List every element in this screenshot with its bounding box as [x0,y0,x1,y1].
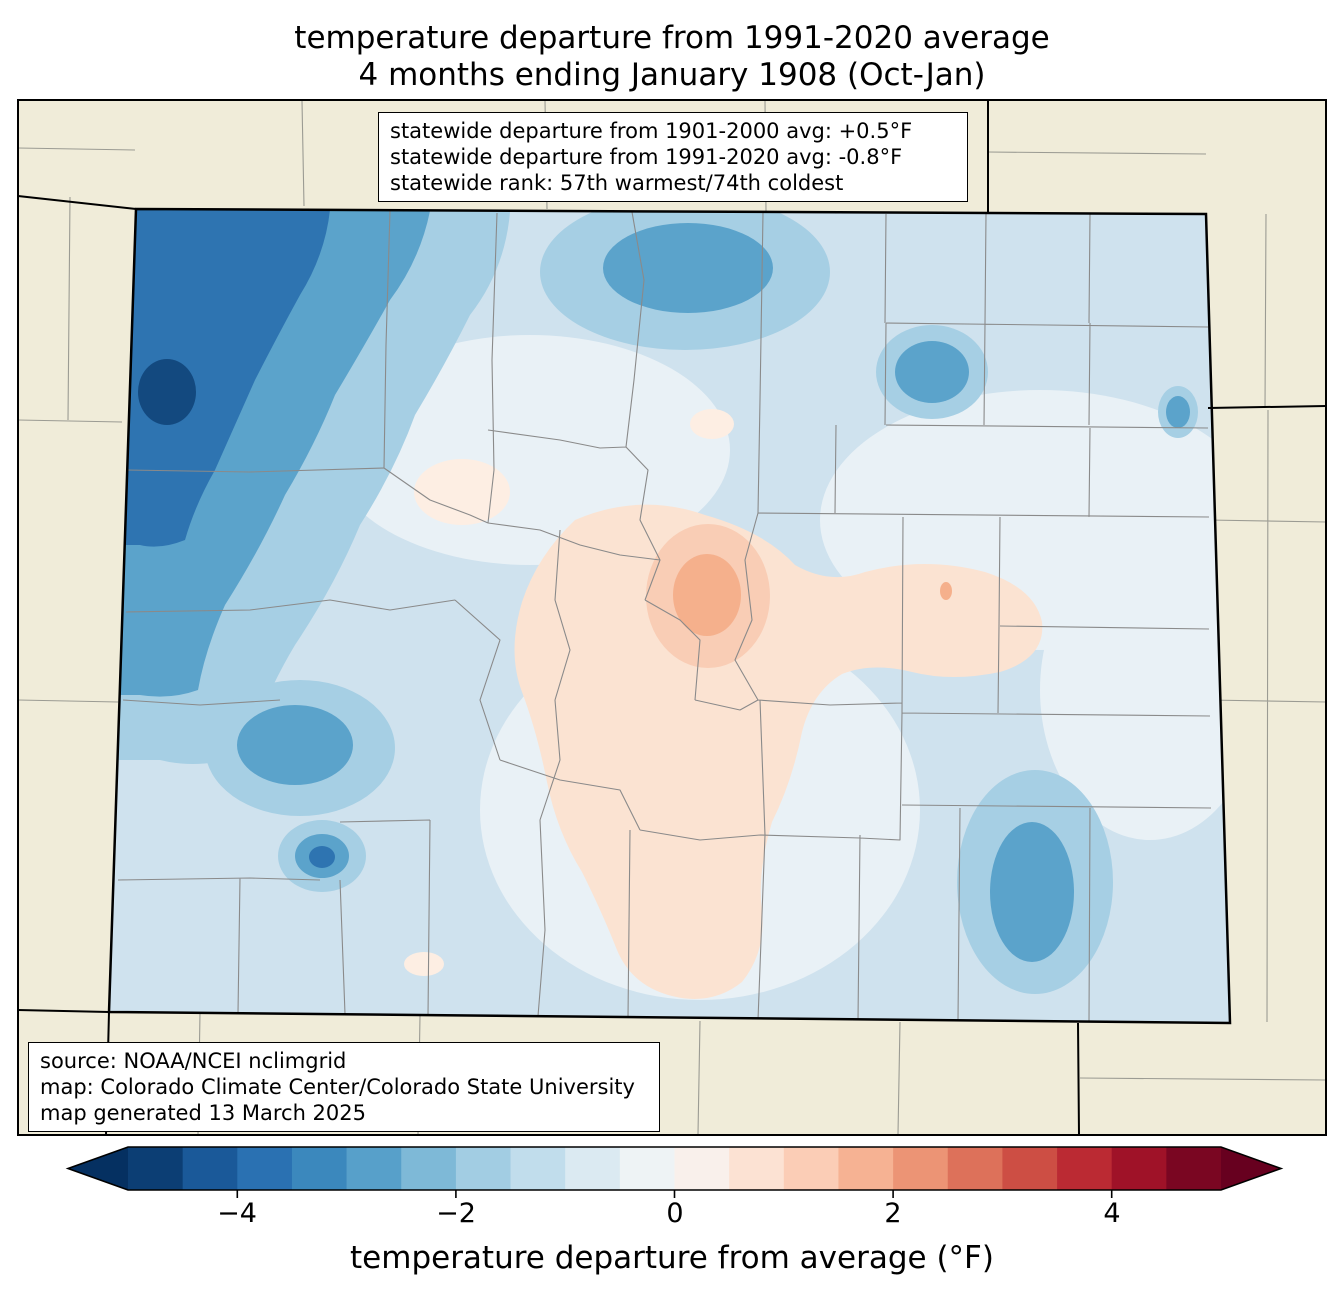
stats-box: statewide departure from 1901-2000 avg: … [378,112,968,202]
colorbar-segment [1166,1147,1221,1190]
credits-box: source: NOAA/NCEI nclimgrid map: Colorad… [28,1042,660,1132]
colorbar-segment [838,1147,894,1190]
contour-near-zero [1040,540,1230,840]
contour-cool-se-core [990,822,1074,962]
contour-warm-central [514,504,1043,999]
contour-cold-nw-inner [109,209,330,547]
colorado-border [107,207,1232,1025]
credits-line-map: map: Colorado Climate Center/Colorado St… [40,1075,635,1099]
stats-line-1991-2020: statewide departure from 1991-2020 avg: … [390,145,903,169]
contour-warm-spot [404,952,444,976]
contour-cool-gunnison-core [237,705,353,785]
colorbar-segment [128,1147,183,1190]
contour-warm-dot [940,582,952,600]
map-title-line2: 4 months ending January 1908 (Oct-Jan) [358,57,986,93]
colorbar-segment [182,1147,238,1190]
contour-coldest-spot [138,359,196,425]
colorado-contours [109,209,1230,1023]
colorbar-axis-label: temperature departure from average (°F) [350,1240,994,1276]
credits-line-source: source: NOAA/NCEI nclimgrid [40,1049,347,1073]
colorbar-segment [1057,1147,1113,1190]
colorbar-segment [1111,1147,1167,1190]
colorbar-over-arrow [1221,1147,1281,1190]
colorbar-segment [401,1147,457,1190]
contour-warm-spot [690,409,734,439]
colorbar-segment [947,1147,1003,1190]
contour-cool-ne-core [895,341,969,403]
colorbar-segment [237,1147,293,1190]
county-lines [117,210,1212,1023]
colorbar [65,1146,1284,1198]
colorbar-under-arrow [68,1147,128,1190]
colorbar-segment [1002,1147,1058,1190]
colorbar-segment [619,1147,675,1190]
colorbar-segment [455,1147,511,1190]
colorbar-segment [783,1147,839,1190]
colorbar-segment [346,1147,402,1190]
colorbar-tick-marks [236,1190,1113,1198]
stats-line-rank: statewide rank: 57th warmest/74th coldes… [390,171,844,195]
colorbar-tick-label: 2 [884,1198,902,1229]
colorbar-segment [893,1147,949,1190]
contour-warm-spot [414,459,510,525]
colorbar-segment [674,1147,730,1190]
colorbar-tick-label: −4 [217,1198,257,1229]
contour-cold-sw-dot [309,846,335,868]
colorbar-tick-label: 0 [666,1198,684,1229]
colorbar-segment [565,1147,621,1190]
map-frame [17,99,1327,1136]
contour-cool-north-core [603,223,773,313]
colorbar-tick-label: 4 [1103,1198,1121,1229]
state-border-extensions [17,100,1327,1136]
credits-line-generated: map generated 13 March 2025 [40,1101,367,1125]
map-title-line1: temperature departure from 1991-2020 ave… [294,20,1050,56]
contour-warm-core [673,554,741,636]
colorbar-tick-label: −2 [436,1198,476,1229]
colorbar-segment [291,1147,347,1190]
colorbar-outline [65,1146,1284,1191]
stats-line-1901-2000: statewide departure from 1901-2000 avg: … [390,119,913,143]
colorbar-segment [510,1147,566,1190]
contour-cool-edge-core [1166,396,1190,428]
colorbar-segment [729,1147,785,1190]
